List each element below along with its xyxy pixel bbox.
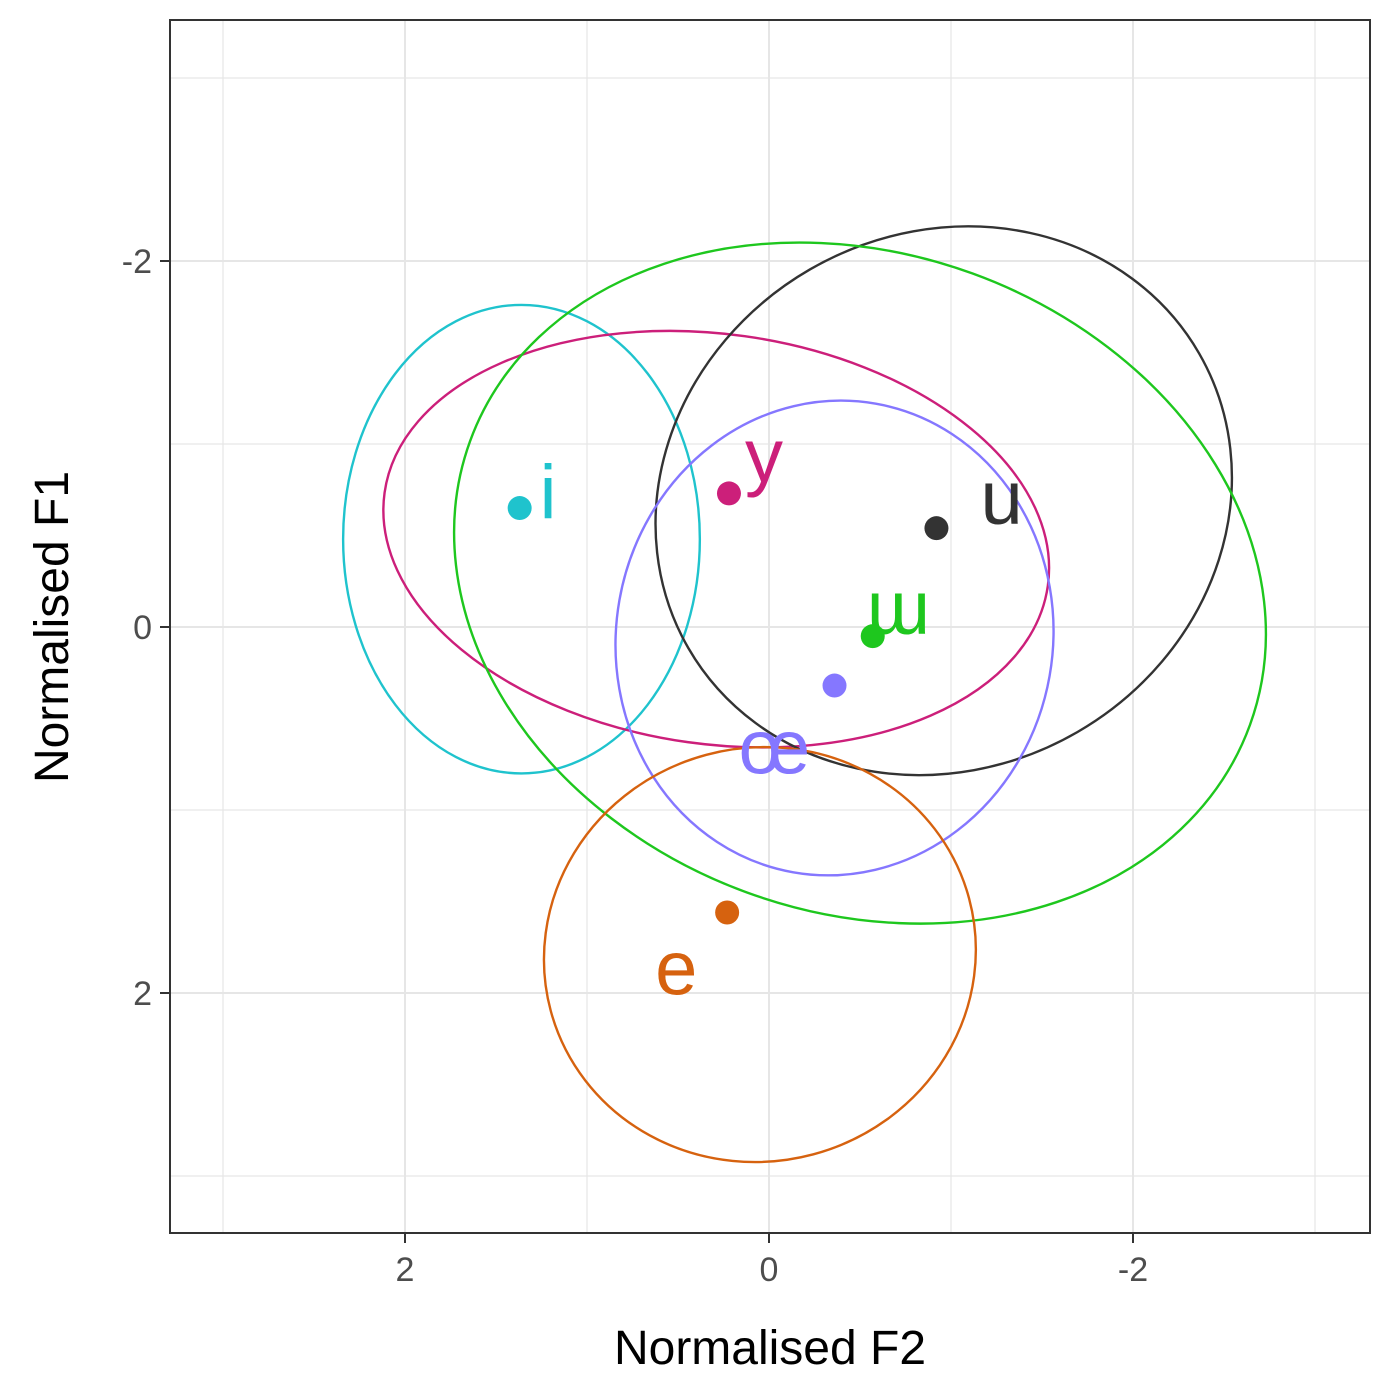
label-ɯ: ɯ (867, 566, 930, 651)
point-u (924, 516, 949, 541)
point-i (507, 496, 532, 521)
ellipse-y (382, 329, 1051, 749)
label-u: u (980, 456, 1022, 541)
label-y: y (745, 413, 783, 498)
ellipse-u (654, 225, 1234, 777)
ellipse-e (542, 745, 978, 1164)
point-œ (822, 673, 847, 698)
y-tick-label: 0 (133, 609, 152, 647)
axes: 2 0 -2 -2 0 2 (122, 243, 1148, 1289)
vowel-points (507, 481, 949, 925)
y-axis-title: Normalised F1 (26, 471, 79, 783)
point-ɯ (860, 624, 885, 649)
vowel-labels: i y uɯœ e (540, 413, 1023, 1011)
x-tick-label: 0 (760, 1251, 779, 1289)
point-y (716, 481, 741, 506)
x-axis-title: Normalised F2 (614, 1322, 926, 1375)
confidence-ellipses (341, 225, 1268, 1164)
label-œ: œ (739, 706, 811, 791)
label-i: i (540, 450, 557, 535)
ellipse-ɯ (452, 241, 1268, 925)
y-tick-label: 2 (133, 975, 152, 1013)
point-e (715, 900, 740, 925)
ellipse-œ (614, 399, 1055, 877)
x-tick-label: -2 (1118, 1251, 1148, 1289)
grid-lines (170, 20, 1370, 1233)
y-tick-label: -2 (122, 243, 152, 281)
x-tick-label: 2 (396, 1251, 415, 1289)
label-e: e (655, 926, 697, 1011)
ellipse-i (341, 303, 702, 775)
